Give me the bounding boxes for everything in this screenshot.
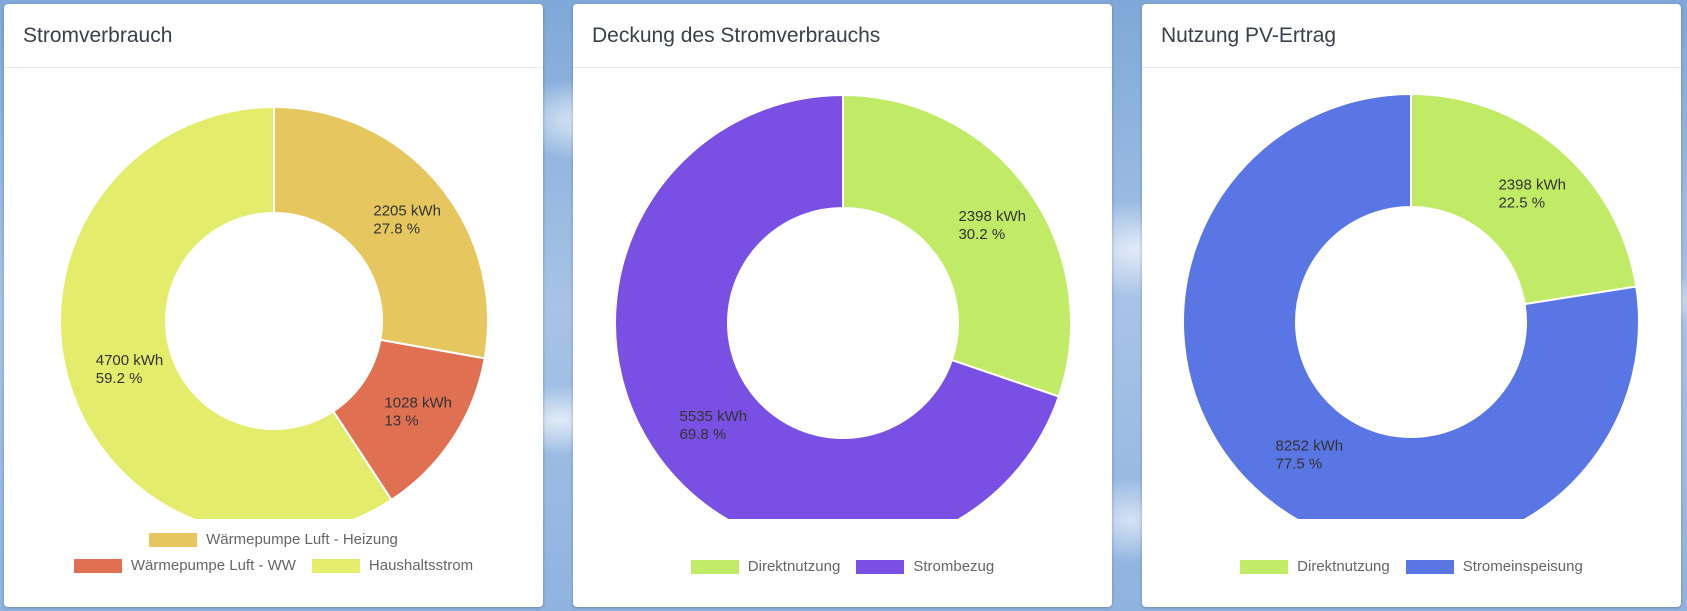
card-title: Stromverbrauch — [23, 23, 173, 47]
slice-percent-label: 59.2 % — [96, 370, 143, 387]
legend-item-waermepumpe-luft-ww[interactable]: Wärmepumpe Luft - WW — [73, 557, 296, 574]
card-stromverbrauch: Stromverbrauch 2205 kWh 27.8 % 1028 kWh 13 … — [4, 4, 543, 607]
slice-value-label: 8252 kWh — [1276, 437, 1344, 454]
donut-slice-direktnutzung[interactable] — [842, 93, 1072, 398]
legend-label: Strombezug — [913, 558, 995, 575]
slice-percent-label: 27.8 % — [373, 221, 420, 238]
legend-item-direktnutzung[interactable]: Direktnutzung — [1240, 558, 1390, 575]
slice-percent-label: 13 % — [384, 413, 418, 430]
legend-swatch — [1240, 559, 1289, 574]
legend-swatch — [1405, 559, 1454, 574]
slice-value-label: 4700 kWh — [96, 352, 164, 369]
slice-percent-label: 22.5 % — [1498, 195, 1545, 212]
legend-item-haushaltsstrom[interactable]: Haushaltsstrom — [311, 557, 474, 574]
legend-label: Wärmepumpe Luft - WW — [130, 557, 296, 574]
legend-swatch — [149, 532, 198, 547]
slice-value-label: 2398 kWh — [958, 208, 1026, 225]
legend-item-stromeinspeisung[interactable]: Stromeinspeisung — [1405, 558, 1583, 575]
legend-row: Direktnutzung Stromeinspeisung — [1240, 558, 1583, 575]
slice-percent-label: 69.8 % — [680, 426, 727, 443]
card-header: Nutzung PV-Ertrag — [1142, 4, 1681, 68]
card-deckung: Deckung des Stromverbrauchs 2398 kWh 30.2… — [573, 4, 1112, 607]
legend-swatch — [690, 559, 739, 574]
legend-item-waermepumpe-luft-heizung[interactable]: Wärmepumpe Luft - Heizung — [149, 531, 398, 548]
card-pv-ertrag: Nutzung PV-Ertrag 2398 kWh 22.5 % 8252 kWh… — [1142, 4, 1681, 607]
slice-percent-label: 77.5 % — [1276, 455, 1323, 472]
legend-swatch — [311, 558, 360, 573]
legend-label: Direktnutzung — [1297, 558, 1390, 575]
card-title: Nutzung PV-Ertrag — [1161, 23, 1337, 47]
legend-item-strombezug[interactable]: Strombezug — [856, 558, 994, 575]
legend-label: Direktnutzung — [747, 558, 841, 575]
legend-row: Wärmepumpe Luft - Heizung — [149, 531, 398, 548]
legend-row: Wärmepumpe Luft - WW Haushaltsstrom — [73, 557, 474, 574]
slice-value-label: 1028 kWh — [384, 395, 452, 412]
chart-legend: Wärmepumpe Luft - Heizung Wärmepumpe Luft… — [4, 531, 543, 574]
legend-swatch — [856, 559, 905, 574]
slice-value-label: 2205 kWh — [373, 203, 441, 220]
donut-slice-waermepumpe-luft-heizung[interactable] — [273, 105, 489, 360]
legend-label: Wärmepumpe Luft - Heizung — [206, 531, 398, 548]
card-header: Stromverbrauch — [4, 4, 543, 68]
slice-value-label: 2398 kWh — [1498, 177, 1566, 194]
slice-value-label: 5535 kWh — [680, 408, 748, 425]
legend-row: Direktnutzung Strombezug — [690, 558, 994, 575]
card-header: Deckung des Stromverbrauchs — [573, 4, 1112, 68]
legend-item-direktnutzung[interactable]: Direktnutzung — [690, 558, 841, 575]
chart-legend: Direktnutzung Stromeinspeisung — [1142, 558, 1681, 575]
donut-slice-strombezug[interactable] — [614, 93, 1061, 519]
donut-slice-stromeinspeisung[interactable] — [1182, 92, 1640, 519]
legend-label: Stromeinspeisung — [1462, 558, 1583, 575]
donut-slice-haushaltsstrom[interactable] — [59, 105, 393, 519]
slice-percent-label: 30.2 % — [958, 226, 1005, 243]
legend-label: Haushaltsstrom — [368, 557, 474, 574]
donut-slice-direktnutzung[interactable] — [1410, 92, 1638, 306]
legend-swatch — [73, 558, 122, 573]
chart-legend: Direktnutzung Strombezug — [573, 558, 1112, 575]
card-title: Deckung des Stromverbrauchs — [592, 23, 881, 47]
